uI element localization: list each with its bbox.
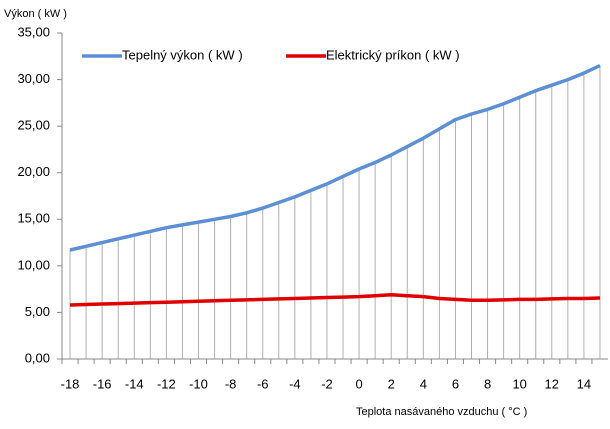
x-tick-label: 6 — [452, 376, 459, 391]
x-tick-label: -4 — [289, 376, 301, 391]
x-tick-label: -10 — [189, 376, 208, 391]
y-tick-label: 15,00 — [17, 211, 50, 226]
x-tick-label: 14 — [577, 376, 591, 391]
legend-label: Tepelný výkon ( kW ) — [122, 47, 243, 62]
x-tick-label: -12 — [157, 376, 176, 391]
x-tick-label: -6 — [257, 376, 269, 391]
x-tick-label: -16 — [93, 376, 112, 391]
x-tick-label: 2 — [388, 376, 395, 391]
x-tick-label: -2 — [321, 376, 333, 391]
x-axis-label: Teplota nasávaného vzduchu ( °C ) — [356, 406, 527, 418]
y-tick-label: 5,00 — [25, 304, 50, 319]
series-line — [69, 292, 601, 307]
x-tick-label: 0 — [355, 376, 362, 391]
legend-label: Elektrický príkon ( kW ) — [326, 47, 460, 62]
x-tick-label: -8 — [225, 376, 237, 391]
y-tick-label: 30,00 — [17, 71, 50, 86]
y-axis-label: Výkon ( kW ) — [4, 8, 67, 20]
y-tick-label: 10,00 — [17, 257, 50, 272]
x-tick-label: 12 — [545, 376, 559, 391]
x-tick-label: -18 — [61, 376, 80, 391]
x-tick-label: 8 — [484, 376, 491, 391]
y-tick-label: 25,00 — [17, 118, 50, 133]
y-tick-label: 0,00 — [25, 350, 50, 365]
series-line — [69, 64, 601, 252]
y-tick-label: 20,00 — [17, 164, 50, 179]
x-tick-label: 4 — [420, 376, 427, 391]
x-tick-label: -14 — [125, 376, 144, 391]
x-tick-label: 10 — [512, 376, 526, 391]
y-tick-label: 35,00 — [17, 24, 50, 39]
